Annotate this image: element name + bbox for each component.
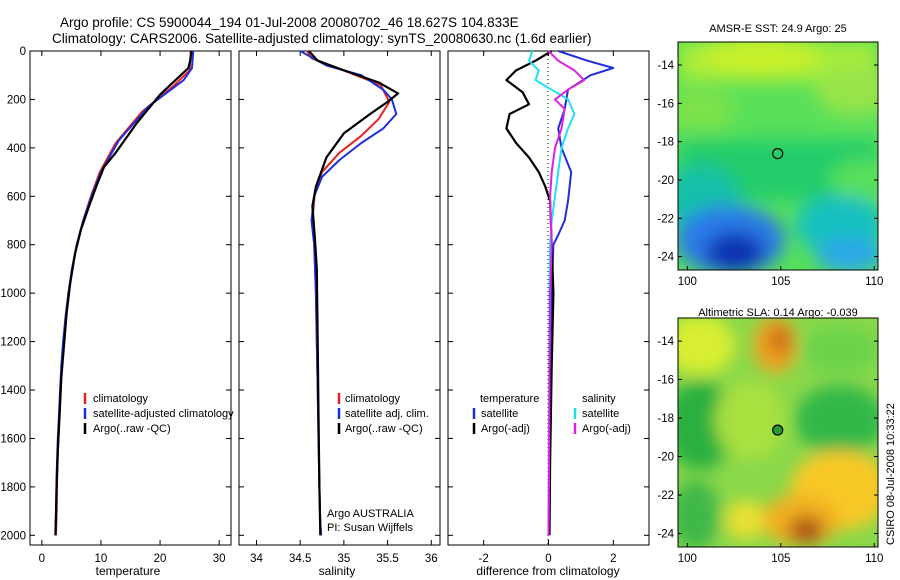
series-line-argo-raw-qc- [308,50,400,536]
map-y-tick-label: -18 [657,413,674,425]
legend-label-satellite-adjusted: satellite-adjusted climatology [93,408,234,420]
x-tick-label: 35 [337,553,350,565]
difference-panel: -2 0 2 difference from climatology tempera… [447,50,650,578]
map-y-tick-label: -16 [657,98,674,110]
y-tick-label: 2000 [0,530,26,542]
x-tick-label: 0 [39,553,45,565]
x-tick-label: 30 [213,553,226,565]
map-x-tick-label: 110 [865,276,883,288]
y-tick-label: 600 [7,191,26,203]
legend-label-climatology: climatology [93,393,149,405]
legend-label-sal-argo: Argo(-adj) [582,423,631,435]
y-tick-label: 1000 [0,288,26,300]
series-line-salinity-satellite [528,50,576,536]
map-y-tick-label: -18 [657,137,674,149]
y-tick-label: 1400 [0,385,26,397]
map-y-tick-label: -22 [657,213,674,225]
sst-field [678,42,878,270]
map-x-tick-label: 100 [678,276,697,288]
series-line-argo-raw-qc- [54,50,193,536]
map-y-tick-label: -24 [657,529,674,541]
legend-heading-salinity: salinity [582,393,616,405]
sla-map-panel: Altimetric SLA: 0.14 Argo: -0.039 100 105… [657,307,883,565]
temperature-legend: climatology satellite-adjusted climatolo… [83,393,234,435]
temperature-panel: 0 200 400 600 800 1000 1200 1400 1600 1800 2000 0 10… [0,46,234,578]
map-y-tick-label: -20 [657,452,674,464]
sst-map-frame [677,41,879,271]
map-y-tick-label: -16 [657,375,674,387]
x-tick-label: 20 [154,553,167,565]
x-tick-label: 0 [545,553,551,565]
x-tick-label: 2 [610,553,616,565]
figure-title-line2: Climatology: CARS2006. Satellite-adjuste… [52,31,592,46]
legend-label-temp-argo: Argo(-adj) [481,423,530,435]
map-y-tick-label: -22 [657,490,674,502]
sst-map-panel: AMSR-E SST: 24.9 Argo: 25 100 105 110 -14 -1… [657,23,883,288]
sst-argo-position-marker [772,148,784,160]
series-line-salinity-argo-adj- [547,50,586,536]
x-tick-label: 34 [250,553,263,565]
float-pi-label: PI: Susan Wijffels [327,522,413,534]
sla-map-frame [677,317,879,548]
map-y-tick-label: -20 [657,175,674,187]
legend-label-argo: Argo(..raw -QC) [345,423,423,435]
sla-map-title: Altimetric SLA: 0.14 Argo: -0.039 [698,307,858,319]
x-tick-label: -2 [479,553,489,565]
map-y-tick-label: -14 [657,60,674,72]
y-tick-label: 800 [7,240,26,252]
sst-map-title: AMSR-E SST: 24.9 Argo: 25 [709,23,847,35]
legend-label-argo: Argo(..raw -QC) [93,423,171,435]
salinity-axis-label: salinity [319,564,356,578]
x-tick-label: 34.5 [289,553,311,565]
x-tick-label: 35.5 [376,553,398,565]
map-x-tick-label: 105 [771,276,790,288]
salinity-plot-frame [238,50,441,546]
map-x-tick-label: 110 [865,553,883,565]
difference-legend: temperature satellite Argo(-adj) salinit… [472,393,631,435]
series-line-temperature-argo-adj- [505,50,555,536]
difference-axis-label: difference from climatology [476,564,619,578]
legend-label-temp-satellite: satellite [481,408,518,420]
legend-label-sal-satellite: satellite [582,408,619,420]
map-x-tick-label: 105 [771,553,790,565]
figure-title-line1: Argo profile: CS 5900044_194 01-Jul-2008… [60,15,519,30]
legend-label-climatology: climatology [345,393,401,405]
y-tick-label: 400 [7,143,26,155]
y-tick-label: 200 [7,94,26,106]
x-tick-label: 10 [95,553,108,565]
generation-stamp: CSIRO 08-Jul-2008 10:33:22 [885,403,897,545]
sla-argo-position-marker [772,424,784,436]
salinity-legend: climatology satellite adj. clim. Argo(..… [337,393,429,435]
y-tick-label: 1200 [0,337,26,349]
sla-field [678,318,878,547]
salinity-panel: 34 34.5 35 35.5 36 salinity climatology sate… [238,50,441,578]
y-tick-label: 0 [20,46,26,58]
legend-heading-temperature: temperature [480,393,539,405]
y-tick-label: 1600 [0,433,26,445]
y-tick-label: 1800 [0,482,26,494]
x-tick-label: 36 [425,553,438,565]
map-y-tick-label: -14 [657,336,674,348]
legend-label-satellite-adj: satellite adj. clim. [345,408,429,420]
map-x-tick-label: 100 [678,553,697,565]
temperature-axis-label: temperature [96,564,161,578]
map-y-tick-label: -24 [657,252,674,264]
float-program-label: Argo AUSTRALIA [327,508,414,520]
